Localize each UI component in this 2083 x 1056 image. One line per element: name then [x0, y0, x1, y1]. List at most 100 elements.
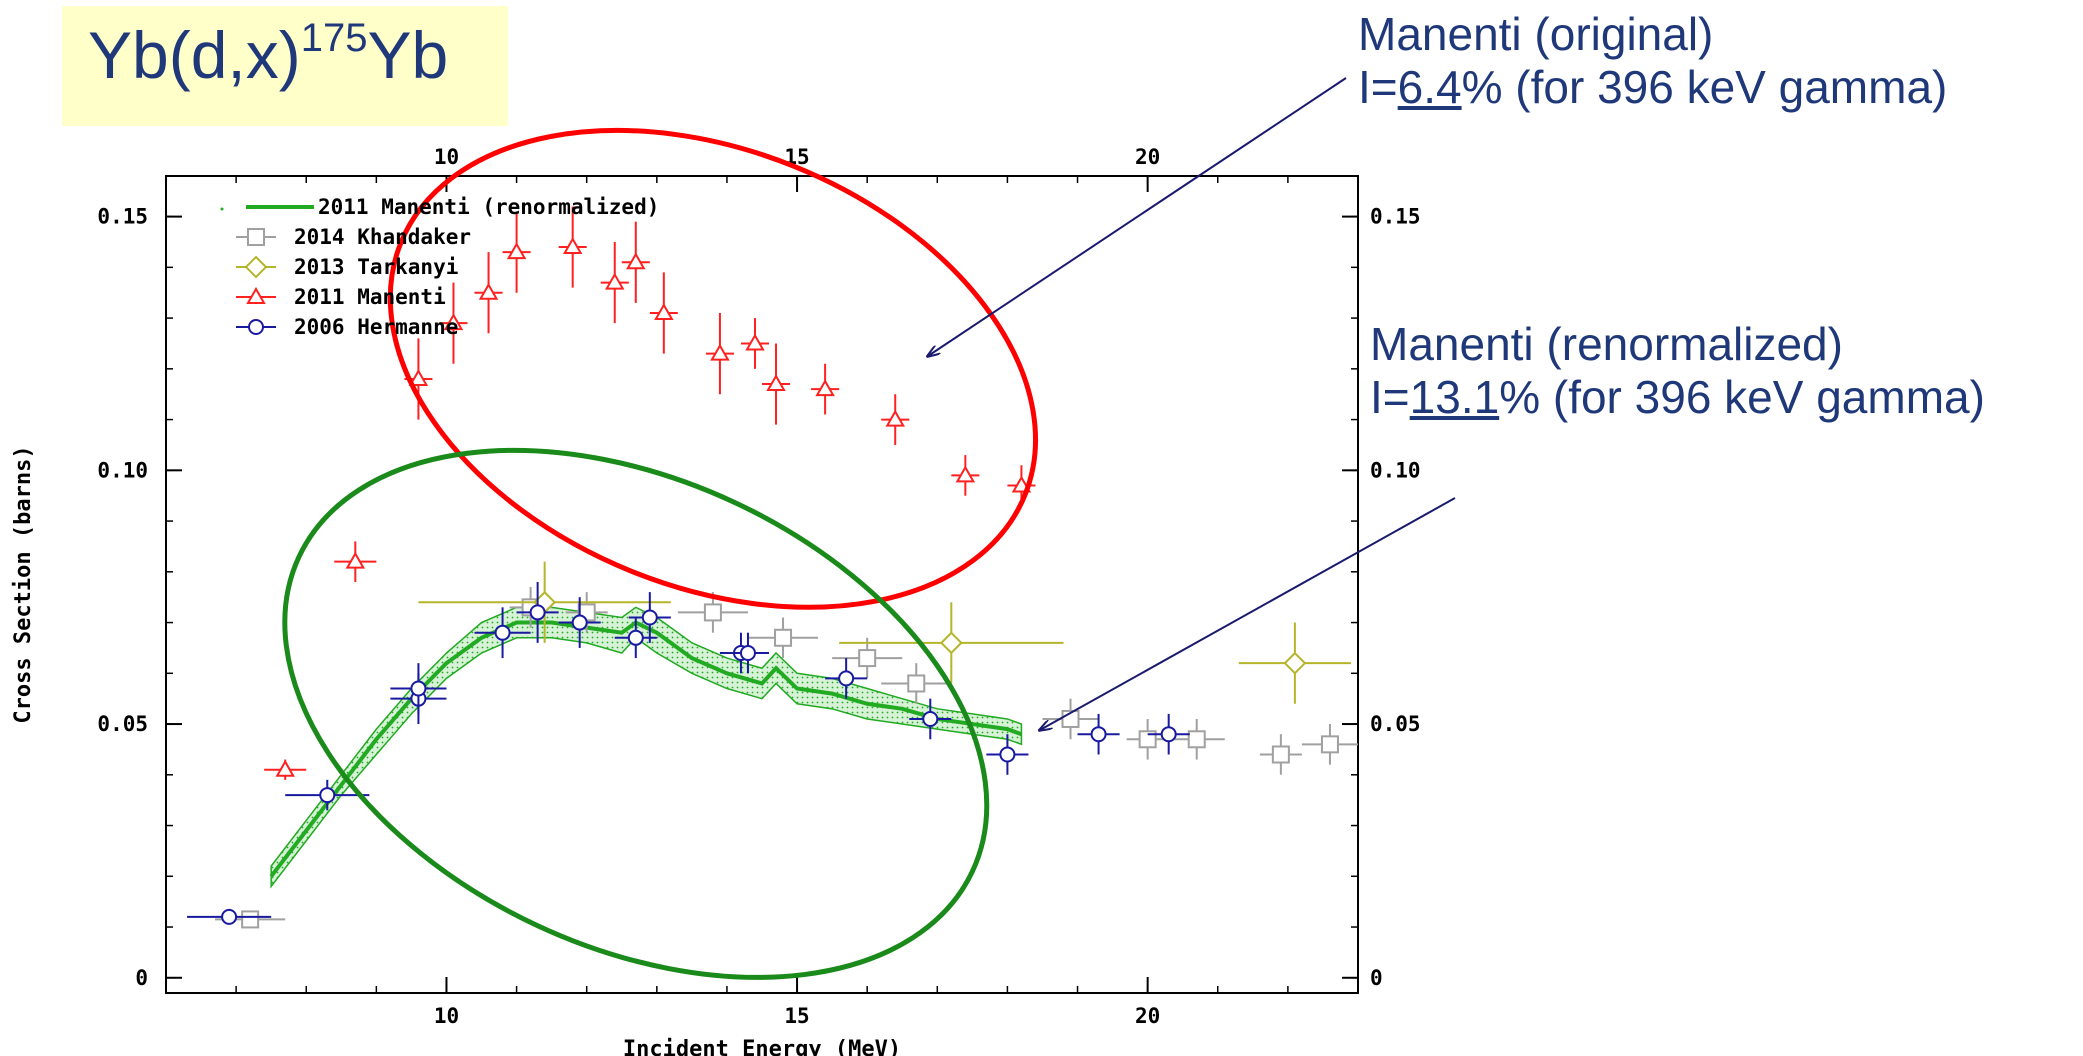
2011-manenti-point: [740, 318, 770, 369]
y-tick-label-right: 0.10: [1370, 458, 1421, 482]
renormalized-uncertainty-band: [270, 606, 1023, 889]
annotation-renormalized-line2: I=13.1% (for 396 keV gamma): [1370, 371, 1985, 424]
2006-hermanne-marker: [410, 680, 427, 697]
2006-hermanne-point: [986, 734, 1029, 775]
annotation-renormalized-prefix: I=: [1370, 370, 1410, 423]
legend-swatch-marker: [248, 319, 264, 335]
x-tick-label: 20: [1135, 1004, 1160, 1028]
2013-tarkanyi-point: [839, 602, 1064, 684]
x-axis-label: Incident Energy (MeV): [623, 1037, 901, 1056]
legend-swatch-marker: [246, 286, 266, 304]
2006-hermanne-point: [614, 617, 657, 659]
2014-khandaker-marker: [1320, 735, 1339, 754]
y-tick-label-right: 0.05: [1370, 712, 1421, 736]
2014-khandaker-point: [1301, 724, 1358, 765]
title-prefix: Yb(d,x): [88, 18, 301, 92]
annotation-renormalized-arrow: [1040, 497, 1456, 730]
title-suffix: Yb: [367, 18, 449, 92]
2006-hermanne-marker: [838, 670, 855, 687]
2006-hermanne-marker: [1090, 726, 1107, 743]
2011-manenti-marker: [654, 302, 674, 321]
chart-title: Yb(d,x)175Yb: [88, 18, 448, 88]
2014-khandaker-point: [881, 663, 952, 704]
2011-manenti-point: [951, 455, 980, 496]
2006-hermanne-point: [1077, 713, 1120, 755]
2006-hermanne-point: [390, 663, 447, 714]
2011-manenti-point: [439, 282, 468, 364]
2011-manenti-marker: [955, 465, 976, 483]
title-box: [62, 6, 508, 126]
legend-swatch-marker: [247, 228, 265, 246]
2011-manenti-point: [705, 313, 734, 395]
2011-manenti-point: [264, 759, 307, 780]
2006-hermanne-point: [474, 607, 531, 659]
2014-khandaker-point: [1042, 698, 1099, 740]
2011-manenti-point: [762, 343, 791, 425]
2011-manenti-marker: [562, 237, 583, 255]
2006-hermanne-marker: [999, 746, 1016, 763]
2006-hermanne-point: [285, 779, 370, 811]
2013-tarkanyi-point: [1238, 622, 1351, 704]
2014-khandaker-marker: [858, 649, 877, 668]
2006-hermanne-marker: [739, 645, 756, 662]
legend-swatch-marker: [244, 255, 268, 279]
2011-manenti-point: [600, 241, 629, 324]
2011-manenti-point: [558, 206, 587, 288]
2011-manenti-marker: [506, 242, 527, 260]
2011-manenti-point: [881, 394, 910, 445]
2011-manenti-marker: [885, 409, 905, 427]
annotation-original-line2: I=6.4% (for 396 keV gamma): [1358, 61, 1947, 114]
legend-entry-2014-khandaker: 2014 Khandaker: [236, 225, 471, 249]
annotation-original-line1: Manenti (original): [1358, 8, 1714, 60]
legend-label: 2014 Khandaker: [294, 225, 471, 249]
2014-khandaker-point: [1168, 718, 1225, 760]
2014-khandaker-point: [1259, 734, 1302, 775]
y-tick-label: 0.10: [97, 458, 148, 482]
annotation-original-arrow: [928, 77, 1347, 356]
2014-khandaker-point: [832, 637, 903, 679]
2014-khandaker-point: [747, 617, 819, 659]
legend-entry-2011-manenti: 2011 Manenti: [236, 285, 446, 309]
annotation-original-suffix: % (for 396 keV gamma): [1461, 60, 1948, 113]
2006-hermanne-marker: [1160, 726, 1177, 743]
2014-khandaker-marker: [1138, 730, 1157, 749]
2011-manenti-marker: [478, 282, 499, 300]
plot-frame: [165, 175, 1359, 994]
title-superscript: 175: [300, 16, 368, 60]
2006-hermanne-point: [909, 698, 952, 740]
2011-manenti-marker: [605, 272, 625, 290]
annotation-renormalized: Manenti (renormalized) I=13.1% (for 396 …: [1370, 318, 1985, 424]
legend-label: 2011 Manenti: [294, 285, 446, 309]
legend-label: 2011 Manenti (renormalized): [318, 195, 659, 219]
2006-hermanne-point: [1147, 713, 1190, 755]
2011-manenti-marker: [766, 374, 786, 392]
2006-hermanne-marker: [922, 710, 939, 727]
2011-manenti-point: [649, 272, 678, 354]
2006-hermanne-marker: [641, 609, 658, 626]
y-axis-label: Cross Section (barns): [11, 445, 36, 723]
annotation-renormalized-value: 13.1: [1409, 370, 1500, 423]
x-tick-label-top: 20: [1135, 145, 1160, 169]
2006-hermanne-point: [628, 592, 671, 643]
renormalized-data-ellipse: [282, 447, 990, 980]
2011-manenti-marker: [275, 759, 295, 777]
2013-tarkanyi-marker: [1283, 651, 1307, 675]
2006-hermanne-point: [558, 597, 601, 648]
2006-hermanne-point: [187, 908, 272, 925]
legend-label: 2006 Hermanne: [294, 315, 458, 339]
2006-hermanne-marker: [529, 604, 546, 621]
2014-khandaker-point: [1126, 718, 1169, 760]
legend-swatch-dot: [220, 207, 224, 211]
legend-entry-2013-tarkanyi: 2013 Tarkanyi: [236, 255, 458, 279]
2011-manenti-point: [502, 211, 531, 293]
2014-khandaker-marker: [1271, 745, 1290, 764]
2011-manenti-marker: [345, 551, 366, 569]
2006-hermanne-marker: [319, 787, 336, 804]
2014-khandaker-marker: [774, 628, 793, 647]
2011-manenti-marker: [745, 333, 765, 351]
2006-hermanne-marker: [494, 624, 511, 641]
2011-manenti-marker: [408, 368, 429, 386]
2011-manenti-point: [334, 541, 377, 582]
2011-manenti-point: [811, 363, 840, 415]
